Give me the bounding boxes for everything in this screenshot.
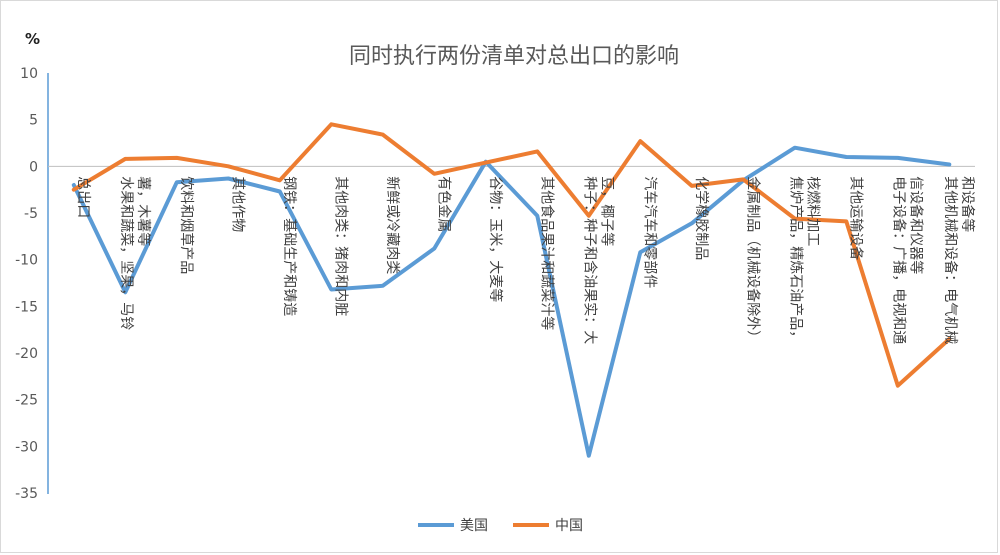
y-tick-label: -25 [15,393,38,409]
x-category-label-line: 汽车汽车和零部件 [641,176,658,288]
x-category-label-line: 其他机械和设备：电气机械 [942,176,959,344]
x-category-label: 其他食品果汁和蔬菜汁等 [538,176,555,330]
x-category-label-line: 新鲜或冷藏肉类 [384,176,400,274]
x-category-label-line: 化学橡胶制品 [693,176,710,260]
x-category-label-line: 豆，椰子等 [598,176,615,246]
y-axis-unit: % [25,30,40,48]
x-category-label-line: 信设备和仪器等 [907,176,924,274]
legend-label: 美国 [460,518,488,534]
x-category-label: 电子设备：广播，电视和通 信设备和仪器等 [890,176,924,344]
x-category-label-line: 钢铁：基础生产和铸造 [281,176,298,316]
legend-label: 中国 [555,518,583,534]
x-category-label-line: 核燃料加工 [804,176,821,246]
x-category-label: 其他肉类：猪肉和内脏 [332,176,348,316]
series-lines [71,122,952,458]
y-tick-label: -30 [15,439,38,455]
y-tick-label: -20 [15,346,38,362]
x-category-label-line: 其他食品果汁和蔬菜汁等 [538,176,555,330]
category-labels: 总出口 水果和蔬菜，坚果，马铃 薯，木薯等 饮料和烟草产品 其他作物 钢铁：基础生产和铸造… [75,176,976,344]
legend: 美国 中国 [418,518,583,534]
x-category-label: 种子：种子和含油果实：大 豆，椰子等 [581,176,615,344]
x-category-label: 金属制品（机械设备除外） [744,176,761,344]
y-tick-label: 10 [20,66,38,82]
x-category-label: 新鲜或冷藏肉类 [384,176,400,274]
y-tick-label: -10 [15,253,38,269]
x-category-label-line: 其他肉类：猪肉和内脏 [332,176,348,316]
x-category-label: 其他作物 [229,176,245,232]
x-category-label: 其他机械和设备：电气机械 和设备等 [942,176,976,344]
x-category-label: 化学橡胶制品 [693,176,710,260]
x-category-label: 水果和蔬菜，坚果，马铃 薯，木薯等 [118,176,152,330]
x-category-label-line: 总出口 [75,176,91,218]
x-category-label-line: 水果和蔬菜，坚果，马铃 [118,176,134,330]
series-line-china [71,122,952,388]
x-category-label-line: 其他作物 [229,176,245,232]
x-category-label: 钢铁：基础生产和铸造 [281,176,298,316]
x-category-label-line: 谷物：玉米，大麦等 [487,176,504,302]
x-category-label-line: 饮料和烟草产品 [178,176,194,274]
x-category-label-line: 焦炉产品，精炼石油产品， [787,176,803,344]
y-tick-label: -15 [15,299,38,315]
x-category-label-line: 电子设备：广播，电视和通 [890,176,907,344]
series-line-us [71,145,952,458]
x-category-label: 谷物：玉米，大麦等 [487,176,504,302]
x-category-label-line: 有色金属 [435,176,452,232]
x-category-label-line: 金属制品（机械设备除外） [744,176,761,344]
x-category-label-line: 和设备等 [959,176,976,232]
x-category-label-line: 其他运输设备 [847,176,864,260]
y-tick-label: 0 [29,159,38,175]
y-tick-label: -35 [15,486,38,502]
x-category-label: 汽车汽车和零部件 [641,176,658,288]
x-category-label: 总出口 [75,176,91,218]
chart-title: 同时执行两份清单对总出口的影响 [349,44,679,69]
x-category-label-line: 薯，木薯等 [135,176,152,246]
x-category-label: 饮料和烟草产品 [178,176,194,274]
y-tick-label: 5 [29,113,38,129]
x-category-label: 焦炉产品，精炼石油产品， 核燃料加工 [787,176,821,344]
y-tick-label: -5 [24,206,38,222]
x-category-label: 有色金属 [435,176,452,232]
x-category-label-line: 种子：种子和含油果实：大 [581,176,597,344]
y-axis: 10 5 0 -5 -10 -15 -20 -25 -30 -35 [15,66,49,502]
x-category-label: 其他运输设备 [847,176,864,260]
